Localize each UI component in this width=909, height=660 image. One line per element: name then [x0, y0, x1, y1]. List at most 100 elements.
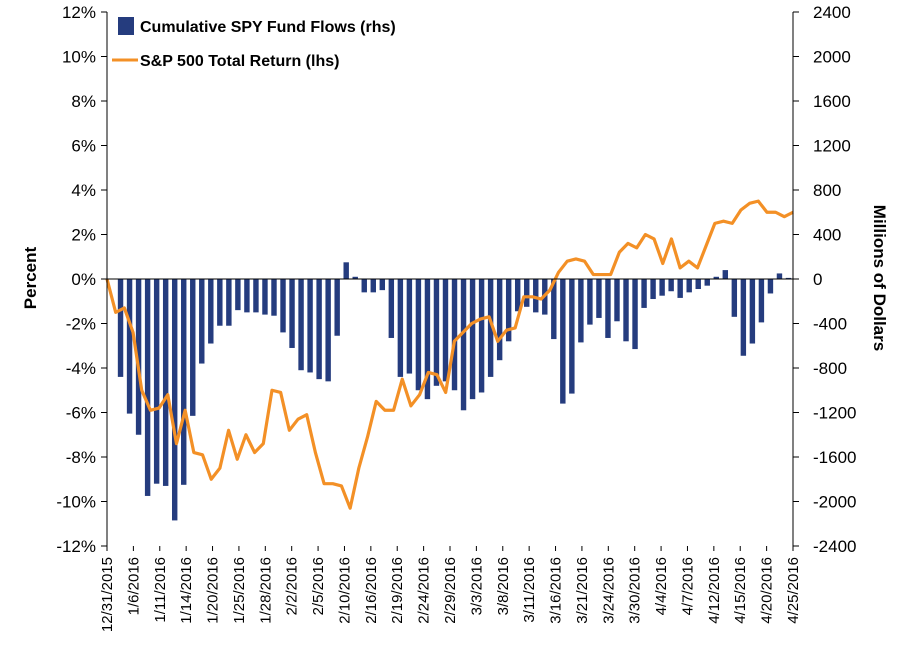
fund-flows-bars: [108, 262, 792, 521]
x-tick-label: 1/25/2016: [231, 557, 248, 624]
flow-bar: [126, 279, 133, 414]
left-tick-label: -6%: [66, 404, 96, 423]
flow-bar: [469, 279, 476, 400]
flow-bar: [578, 279, 584, 343]
legend-label-fund-flows: Cumulative SPY Fund Flows (rhs): [140, 19, 396, 36]
flow-bar: [560, 279, 566, 404]
flow-bar: [713, 276, 719, 279]
flow-bar: [740, 279, 747, 356]
flow-bar: [298, 279, 304, 371]
flow-bar: [677, 279, 683, 298]
x-tick-label: 2/10/2016: [336, 557, 353, 624]
flow-bar: [659, 279, 665, 296]
flow-bar: [722, 270, 729, 279]
flow-bar: [641, 279, 647, 308]
x-tick-label: 1/14/2016: [178, 557, 195, 624]
flow-bar: [162, 279, 169, 486]
flow-bar: [424, 279, 431, 400]
x-tick-label: 1/11/2016: [152, 557, 169, 623]
flow-bar: [307, 279, 313, 373]
left-tick-label: 10%: [62, 48, 96, 67]
sp500-line-layer: [105, 199, 794, 510]
right-tick-label: -1600: [813, 448, 856, 467]
left-axis-ticks: 12% 10% 8% 6% 4% 2% 0% -2% -4% -6% -8% -10% -12%: [56, 3, 107, 556]
flow-bar: [776, 273, 783, 279]
flow-bar: [343, 262, 349, 279]
flow-bar: [433, 279, 440, 386]
flow-bar: [171, 279, 178, 521]
x-tick-label: 1/28/2016: [257, 557, 274, 624]
left-tick-label: 8%: [71, 92, 96, 111]
flow-bar: [650, 279, 656, 300]
flow-bar: [524, 279, 530, 307]
legend-label-sp500: S&P 500 Total Return (lhs): [140, 53, 339, 70]
right-axis-ticks: 2400 2000 1600 1200 800 400 0 -400 -800 -1200 -160…: [793, 3, 856, 556]
flow-bar: [253, 279, 259, 313]
flow-bar: [695, 279, 701, 290]
flow-bar: [487, 279, 494, 377]
flow-bar: [117, 279, 124, 377]
sp500-return-line: [105, 199, 794, 510]
flow-bar: [451, 279, 458, 391]
flow-bar: [587, 279, 593, 325]
x-tick-label: 3/16/2016: [548, 557, 565, 624]
flow-bar: [632, 279, 638, 350]
x-tick-label: 2/29/2016: [442, 557, 459, 624]
left-tick-label: 0%: [71, 270, 96, 289]
flow-bar: [388, 279, 395, 338]
flow-bar: [289, 279, 295, 348]
flow-bar: [244, 279, 250, 313]
x-axis-ticks: 12/31/2015 1/6/2016 1/11/2016 1/14/2016 1/20…: [99, 546, 802, 632]
flow-bar: [370, 279, 376, 293]
right-axis-title: Millions of Dollars: [870, 205, 889, 351]
flow-bar: [731, 279, 738, 317]
x-tick-label: 4/25/2016: [785, 557, 802, 624]
x-tick-label: 1/6/2016: [125, 557, 142, 615]
right-tick-label: 400: [813, 226, 841, 245]
right-tick-label: -2000: [813, 493, 856, 512]
flow-bar: [325, 279, 331, 382]
x-tick-label: 2/16/2016: [363, 557, 380, 624]
right-tick-label: -2400: [813, 537, 856, 556]
x-tick-label: 4/20/2016: [759, 557, 776, 624]
flow-bar: [569, 279, 575, 394]
flow-bar: [144, 279, 151, 496]
flow-bar: [235, 279, 241, 311]
left-tick-label: -10%: [56, 493, 96, 512]
flow-bar: [668, 279, 674, 292]
left-tick-label: 2%: [71, 226, 96, 245]
left-tick-label: 6%: [71, 137, 96, 156]
x-tick-label: 2/2/2016: [284, 557, 301, 615]
x-tick-label: 4/15/2016: [732, 557, 749, 624]
right-tick-label: 800: [813, 181, 841, 200]
flow-bar: [749, 279, 756, 344]
flow-bar: [262, 279, 268, 315]
right-tick-label: -400: [813, 315, 847, 334]
flow-bar: [379, 279, 386, 291]
x-tick-label: 2/19/2016: [389, 557, 406, 624]
right-tick-label: 1200: [813, 137, 851, 156]
right-tick-label: 2000: [813, 48, 851, 67]
right-tick-label: 1600: [813, 92, 851, 111]
x-tick-label: 4/7/2016: [679, 557, 696, 615]
flow-bar: [686, 279, 692, 293]
flow-bar: [623, 279, 629, 342]
legend: Cumulative SPY Fund Flows (rhs) S&P 500 …: [112, 17, 396, 70]
x-tick-label: 3/8/2016: [495, 557, 512, 615]
flow-bar: [280, 279, 286, 333]
axes: [106, 12, 794, 546]
x-tick-label: 3/21/2016: [574, 557, 591, 624]
flow-bar: [505, 279, 512, 342]
x-tick-label: 3/24/2016: [600, 557, 617, 624]
flow-bar: [226, 279, 232, 326]
flow-bar: [496, 279, 503, 361]
flow-bar: [415, 279, 422, 391]
flow-bar: [514, 279, 521, 312]
right-tick-label: -1200: [813, 404, 856, 423]
flow-bar: [767, 279, 774, 294]
x-tick-label: 4/12/2016: [706, 557, 723, 624]
x-tick-label: 12/31/2015: [99, 557, 116, 632]
flow-bar: [614, 279, 620, 322]
